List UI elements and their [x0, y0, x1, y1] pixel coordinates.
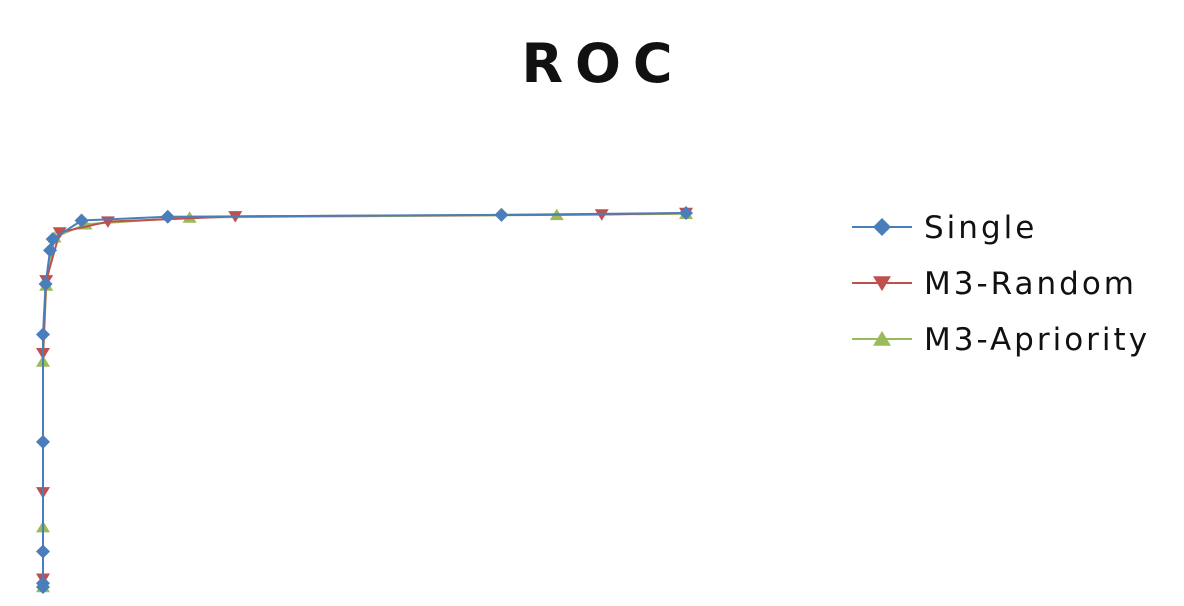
series-line: [42, 212, 687, 587]
series-line: [42, 212, 687, 587]
data-point: [45, 232, 60, 247]
plot-area: [36, 206, 693, 594]
data-point: [594, 209, 609, 221]
legend: Single M3-Random M3-Apriority: [852, 210, 1150, 358]
data-point: [679, 206, 693, 220]
data-point: [160, 209, 175, 224]
legend-label: M3-Random: [924, 266, 1137, 302]
legend-label: M3-Apriority: [924, 322, 1150, 358]
data-point: [43, 243, 58, 258]
legend-label: Single: [924, 210, 1037, 246]
series-m3-random: [36, 207, 693, 586]
data-point: [36, 576, 50, 591]
data-point: [36, 544, 50, 559]
legend-marker: [873, 330, 891, 346]
series-line: [42, 212, 687, 579]
data-point: [74, 213, 89, 228]
data-point: [38, 277, 53, 292]
legend-marker: [873, 276, 891, 292]
chart-title: ROC: [521, 32, 684, 95]
data-point: [36, 434, 50, 449]
data-point: [36, 327, 50, 342]
legend-item: M3-Random: [852, 266, 1137, 302]
legend-item: M3-Apriority: [852, 322, 1150, 358]
data-point: [52, 227, 67, 239]
legend-marker: [873, 218, 891, 236]
data-point: [494, 207, 509, 222]
legend-item: Single: [852, 210, 1037, 246]
series-m3-apriority: [36, 207, 693, 593]
series-single: [36, 206, 693, 594]
